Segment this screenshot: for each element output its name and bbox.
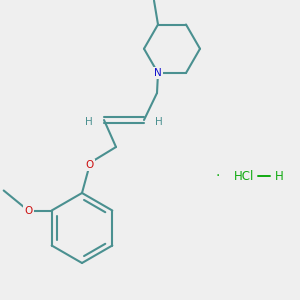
Text: H: H	[155, 117, 163, 127]
Text: H: H	[275, 169, 284, 182]
Text: N: N	[154, 68, 162, 78]
Text: O: O	[86, 160, 94, 170]
Text: ·: ·	[216, 169, 220, 183]
Text: HCl: HCl	[234, 169, 254, 182]
Text: H: H	[85, 117, 93, 127]
Text: N: N	[154, 68, 162, 78]
Text: O: O	[25, 206, 33, 215]
